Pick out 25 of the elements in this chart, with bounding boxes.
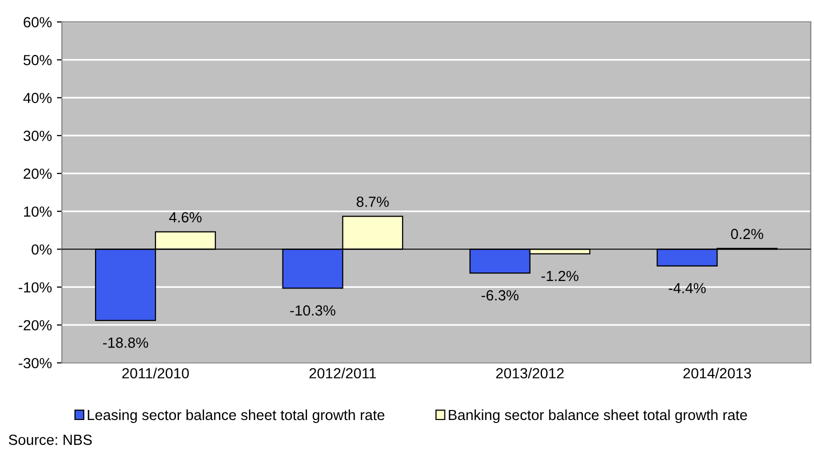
data-label: -4.4%: [668, 283, 706, 294]
data-label: -6.3%: [482, 290, 518, 300]
y-tick-label: 60%: [24, 17, 52, 28]
y-tick-label: 20%: [24, 168, 52, 179]
x-tick-label: 2013/2012: [496, 368, 564, 378]
data-label: 8.7%: [356, 196, 389, 207]
data-label: -10.3%: [290, 305, 336, 316]
x-tick-label: 2014/2013: [683, 368, 751, 378]
data-label: 4.6%: [169, 212, 202, 222]
source-note: Source: NBS: [8, 434, 92, 445]
y-tick-label: 40%: [23, 92, 52, 104]
y-tick-label: 0%: [32, 244, 52, 255]
data-label: 0.2%: [731, 228, 764, 240]
y-tick-label: -30%: [18, 358, 52, 368]
data-label: -1.2%: [541, 270, 578, 282]
legend-label: Banking sector balance sheet total growth rate: [448, 409, 747, 424]
y-tick-label: 50%: [24, 54, 52, 66]
y-tick-label: 10%: [24, 206, 52, 217]
x-tick-label: 2012/2011: [310, 368, 376, 378]
legend-label: Leasing sector balance sheet total growth rate: [88, 409, 384, 424]
data-label: -18.8%: [103, 338, 148, 348]
x-tick-label: 2011/2010: [122, 368, 189, 378]
y-tick-label: 30%: [24, 130, 52, 142]
y-tick-label: -20%: [18, 320, 52, 330]
y-tick-label: -10%: [18, 282, 52, 293]
